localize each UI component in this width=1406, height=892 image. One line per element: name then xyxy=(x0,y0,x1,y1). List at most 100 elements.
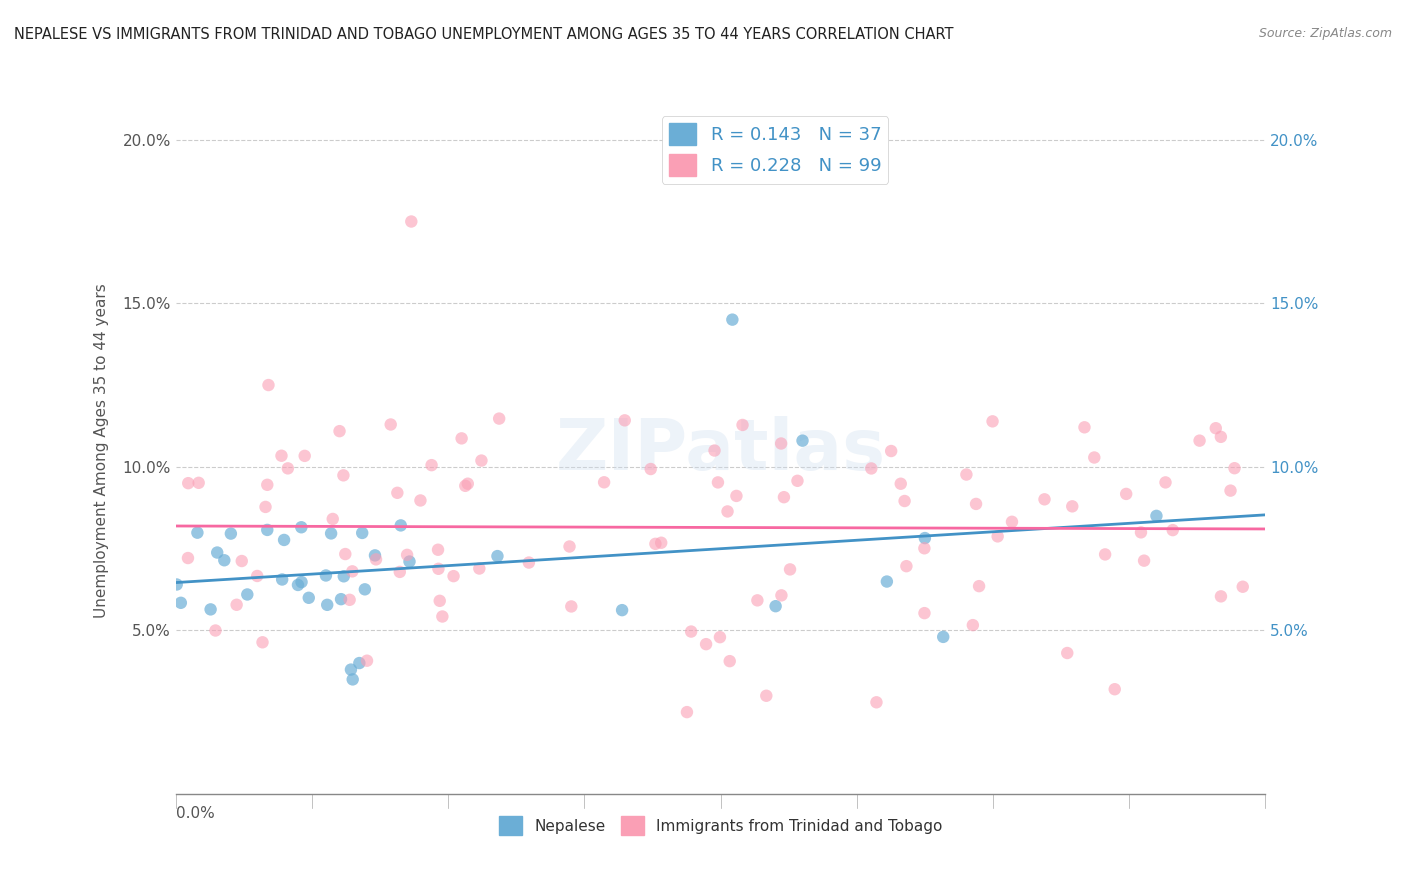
Point xyxy=(330,592,353,607)
Point xyxy=(1115,487,1137,501)
Point xyxy=(290,575,312,590)
Point xyxy=(427,562,450,576)
Point xyxy=(204,624,226,638)
Legend: Nepalese, Immigrants from Trinidad and Tobago: Nepalese, Immigrants from Trinidad and T… xyxy=(494,810,948,841)
Point xyxy=(364,552,387,566)
Point xyxy=(277,461,299,475)
Point xyxy=(987,529,1010,543)
Point xyxy=(287,578,309,592)
Point xyxy=(273,533,295,547)
Point xyxy=(981,414,1004,428)
Point xyxy=(695,637,717,651)
Point xyxy=(896,559,918,574)
Point xyxy=(558,540,581,554)
Point xyxy=(792,434,814,448)
Point xyxy=(256,523,278,537)
Point xyxy=(773,490,796,504)
Point xyxy=(1056,646,1078,660)
Point xyxy=(219,526,242,541)
Point xyxy=(214,553,236,567)
Point xyxy=(401,214,423,228)
Point xyxy=(454,479,477,493)
Point xyxy=(429,594,451,608)
Point xyxy=(967,579,990,593)
Point xyxy=(1062,500,1084,514)
Point xyxy=(893,494,915,508)
Point xyxy=(427,542,450,557)
Point xyxy=(339,592,361,607)
Text: ZIPatlas: ZIPatlas xyxy=(555,416,886,485)
Point xyxy=(488,411,510,425)
Point xyxy=(1223,461,1246,475)
Point xyxy=(709,630,731,644)
Point xyxy=(342,673,364,687)
Point xyxy=(962,618,984,632)
Point xyxy=(914,606,936,620)
Point xyxy=(396,548,419,562)
Point xyxy=(644,537,666,551)
Point xyxy=(718,654,741,668)
Point xyxy=(517,556,540,570)
Point xyxy=(965,497,987,511)
Point xyxy=(387,485,409,500)
Point xyxy=(1205,421,1227,435)
Point xyxy=(1001,515,1024,529)
Point xyxy=(200,602,222,616)
Point xyxy=(177,551,200,566)
Point xyxy=(353,582,375,597)
Point xyxy=(333,569,356,583)
Point xyxy=(316,598,339,612)
Point xyxy=(1033,492,1056,507)
Point xyxy=(932,630,955,644)
Point xyxy=(252,635,274,649)
Point xyxy=(1144,508,1167,523)
Point xyxy=(486,549,509,563)
Point xyxy=(257,378,280,392)
Point xyxy=(770,588,793,602)
Point xyxy=(225,598,247,612)
Point xyxy=(432,609,454,624)
Point xyxy=(349,656,371,670)
Point xyxy=(409,493,432,508)
Point xyxy=(770,436,793,450)
Point xyxy=(470,453,492,467)
Point xyxy=(177,476,200,491)
Point xyxy=(328,424,350,438)
Point xyxy=(865,695,887,709)
Point xyxy=(725,489,748,503)
Point xyxy=(1083,450,1105,465)
Point xyxy=(256,478,278,492)
Point xyxy=(876,574,898,589)
Point xyxy=(1094,548,1116,562)
Point xyxy=(380,417,402,432)
Point xyxy=(389,518,412,533)
Point xyxy=(236,587,259,601)
Point xyxy=(560,599,582,614)
Point xyxy=(747,593,769,607)
Y-axis label: Unemployment Among Ages 35 to 44 years: Unemployment Among Ages 35 to 44 years xyxy=(94,283,108,618)
Point xyxy=(613,413,636,427)
Point xyxy=(593,475,616,490)
Point xyxy=(271,573,294,587)
Point xyxy=(420,458,443,472)
Point xyxy=(298,591,321,605)
Point xyxy=(755,689,778,703)
Point xyxy=(914,531,936,545)
Point xyxy=(166,577,188,591)
Point xyxy=(1209,430,1232,444)
Point xyxy=(640,462,662,476)
Point xyxy=(1219,483,1241,498)
Point xyxy=(912,541,935,556)
Point xyxy=(170,596,193,610)
Point xyxy=(1133,554,1156,568)
Point xyxy=(860,461,883,475)
Point xyxy=(457,476,479,491)
Point xyxy=(721,312,744,326)
Point xyxy=(319,526,342,541)
Point xyxy=(335,547,357,561)
Point xyxy=(676,705,699,719)
Text: NEPALESE VS IMMIGRANTS FROM TRINIDAD AND TOBAGO UNEMPLOYMENT AMONG AGES 35 TO 44: NEPALESE VS IMMIGRANTS FROM TRINIDAD AND… xyxy=(14,27,953,42)
Point xyxy=(707,475,730,490)
Point xyxy=(294,449,316,463)
Point xyxy=(1188,434,1211,448)
